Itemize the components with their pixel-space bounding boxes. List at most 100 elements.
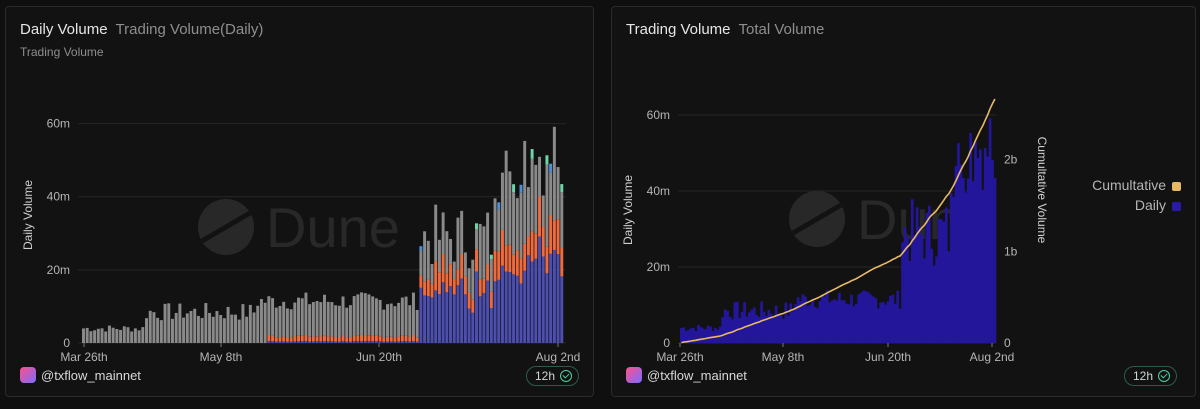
bar-segment (208, 312, 212, 343)
bar-segment (400, 341, 404, 343)
avatar (20, 367, 36, 383)
daily-bar (784, 302, 788, 343)
bar-segment (323, 335, 326, 342)
bar-segment (515, 250, 519, 276)
daily-bar (974, 141, 977, 343)
legend-item-cumulative[interactable]: Cumultative (1092, 175, 1181, 195)
bar-segment (107, 325, 111, 343)
bar-segment (493, 281, 497, 343)
bar-segment (530, 149, 534, 159)
bar-segment (293, 336, 297, 342)
bar-segment (371, 341, 375, 343)
panel-title[interactable]: Trading Volume (626, 21, 731, 38)
bar-segment (345, 341, 349, 343)
bar-segment (241, 304, 245, 343)
bar-segment (460, 278, 464, 343)
bar-segment (411, 340, 415, 343)
bar-segment (122, 326, 126, 343)
bar-segment (111, 327, 115, 343)
daily-bar (981, 189, 985, 343)
bar-segment (489, 259, 493, 292)
bar-segment (167, 303, 171, 343)
y-tick-label: 0 (63, 336, 70, 350)
refresh-badge[interactable]: 12h (1123, 366, 1177, 386)
author-link[interactable]: @txflow_mainnet (20, 367, 141, 383)
bar-segment (389, 341, 393, 343)
bar-segment (274, 307, 278, 338)
daily-bar (750, 309, 754, 343)
bar-segment (408, 336, 412, 342)
bar-segment (449, 264, 453, 287)
bar-segment (152, 312, 156, 343)
bar-segment (297, 335, 301, 342)
bar-segment (96, 328, 100, 343)
bar-segment (345, 337, 349, 342)
daily-bar (803, 296, 807, 343)
daily-bar (816, 307, 819, 343)
refresh-badge[interactable]: 12h (525, 366, 579, 386)
bar-segment (293, 302, 297, 337)
author-link[interactable]: @txflow_mainnet (626, 367, 747, 383)
daily-bar (794, 304, 797, 343)
daily-bar (811, 300, 814, 343)
bar-segment (415, 341, 419, 343)
daily-bar (745, 316, 749, 343)
bar-segment (408, 305, 412, 337)
bar-segment (519, 192, 523, 259)
daily-bar (879, 302, 883, 343)
refresh-interval: 12h (534, 369, 555, 383)
bar-segment (352, 296, 356, 336)
bar-segment (545, 273, 549, 343)
bar-segment (393, 341, 397, 343)
bar-segment (374, 341, 378, 343)
bar-segment (441, 212, 445, 255)
bar-segment (482, 226, 486, 279)
bar-segment (304, 334, 308, 341)
bar-segment (404, 335, 408, 342)
bar-segment (386, 341, 389, 343)
bar-segment (367, 341, 371, 343)
watermark-text: Dune (266, 196, 400, 259)
bar-segment (441, 282, 445, 343)
bar-segment (530, 231, 534, 262)
bar-segment (445, 231, 449, 274)
bar-segment (100, 328, 104, 343)
bar-segment (545, 155, 549, 165)
bar-segment (475, 249, 478, 272)
bar-segment (285, 308, 289, 338)
bar-segment (526, 236, 530, 256)
daily-bar (852, 306, 856, 343)
bar-segment (156, 317, 160, 343)
daily-bar (801, 294, 805, 343)
daily-bar (845, 303, 849, 343)
bar-segment (259, 299, 263, 343)
bar-segment (363, 335, 367, 342)
bar-segment (445, 292, 449, 343)
daily-bar (755, 314, 759, 343)
bar-segment (478, 296, 482, 343)
legend-item-daily[interactable]: Daily (1092, 195, 1181, 215)
bar-segment (348, 336, 352, 342)
bar-segment (89, 331, 93, 343)
bar-segment (393, 337, 397, 342)
bar-segment (497, 209, 501, 252)
bar-segment (545, 246, 549, 274)
bar-segment (341, 341, 345, 343)
bar-segment (504, 150, 508, 246)
bar-segment (319, 341, 323, 343)
bar-segment (419, 246, 423, 252)
daily-bar (983, 147, 987, 343)
bar-segment (293, 341, 297, 343)
bar-segment (530, 158, 534, 232)
bar-segment (371, 335, 375, 342)
bar-segment (467, 292, 471, 309)
x-tick-label: Mar 26th (60, 350, 107, 364)
bar-segment (552, 220, 556, 250)
bar-segment (519, 258, 523, 284)
panel-title[interactable]: Daily Volume (20, 21, 108, 38)
bar-segment (552, 249, 556, 343)
bar-segment (215, 311, 219, 343)
bar-segment (397, 336, 401, 342)
daily-bar (876, 308, 880, 343)
bar-segment (534, 233, 538, 259)
